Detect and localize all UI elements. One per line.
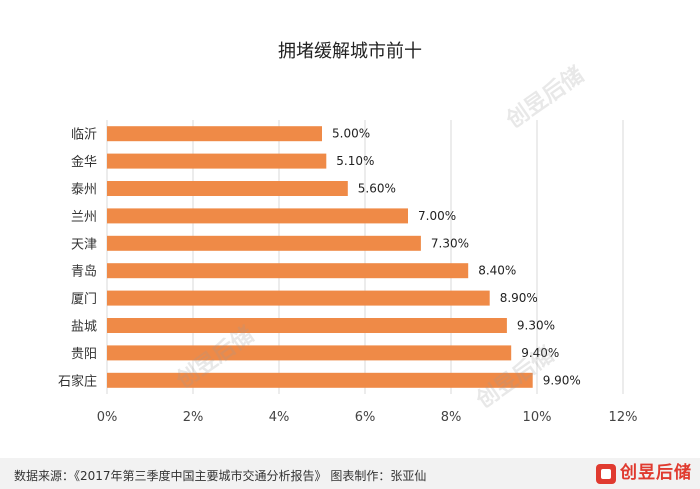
bar [107, 153, 327, 169]
footer: 数据来源：《2017年第三季度中国主要城市交通分析报告》 图表制作：张亚仙 创昱… [0, 458, 700, 489]
category-label: 泰州 [71, 183, 97, 198]
category-label: 青岛 [71, 264, 97, 280]
category-label: 贵阳 [71, 347, 97, 362]
value-label: 7.30% [431, 236, 469, 250]
x-tick-label: 0% [97, 410, 118, 425]
bar [107, 126, 322, 142]
brand-logo: 创昱后储 [596, 460, 692, 487]
bars [107, 126, 533, 388]
value-label: 5.60% [358, 182, 396, 196]
value-label: 7.00% [418, 209, 456, 223]
logo-name: 创昱后储 [620, 463, 692, 483]
value-label: 9.40% [521, 346, 559, 360]
chart-title: 拥堵缓解城市前十 [278, 41, 422, 62]
category-label: 金华 [71, 154, 97, 170]
bar [107, 290, 490, 306]
bar [107, 345, 512, 361]
value-label: 5.10% [336, 154, 374, 168]
x-tick-label: 12% [609, 410, 638, 425]
bar [107, 318, 507, 333]
value-label: 9.90% [543, 373, 581, 387]
logo-icon [596, 463, 616, 484]
x-tick-label: 6% [355, 410, 376, 425]
bar [107, 372, 533, 388]
bar [107, 208, 408, 224]
bar [107, 263, 469, 279]
x-tick-label: 4% [269, 410, 290, 425]
category-label: 盐城 [71, 320, 97, 335]
bar [107, 235, 421, 251]
data-source-note: 数据来源：《2017年第三季度中国主要城市交通分析报告》 图表制作：张亚仙 [14, 469, 427, 483]
value-label: 5.00% [332, 127, 370, 141]
category-label: 石家庄 [58, 373, 97, 389]
x-tick-label: 2% [183, 410, 204, 425]
labels: 0% 2% 4% 6% 8% 10% 12% 临沂 5.00% 金华 5.10% 泰州 5.60% 兰州 7… [58, 127, 637, 425]
x-tick-label: 8% [441, 410, 462, 425]
value-label: 8.90% [500, 291, 538, 305]
category-label: 兰州 [71, 210, 97, 225]
category-label: 厦门 [71, 292, 97, 307]
bar-chart: 拥堵缓解城市前十 0% 2% 4% 6% 8% 10% 12% 临沂 5.00% 金华 5.10% 泰… [58, 41, 637, 425]
bar [107, 181, 348, 196]
value-label: 8.40% [478, 264, 516, 278]
x-tick-label: 10% [523, 410, 552, 425]
category-label: 临沂 [71, 128, 97, 143]
value-label: 9.30% [517, 319, 555, 333]
category-label: 天津 [71, 237, 97, 252]
